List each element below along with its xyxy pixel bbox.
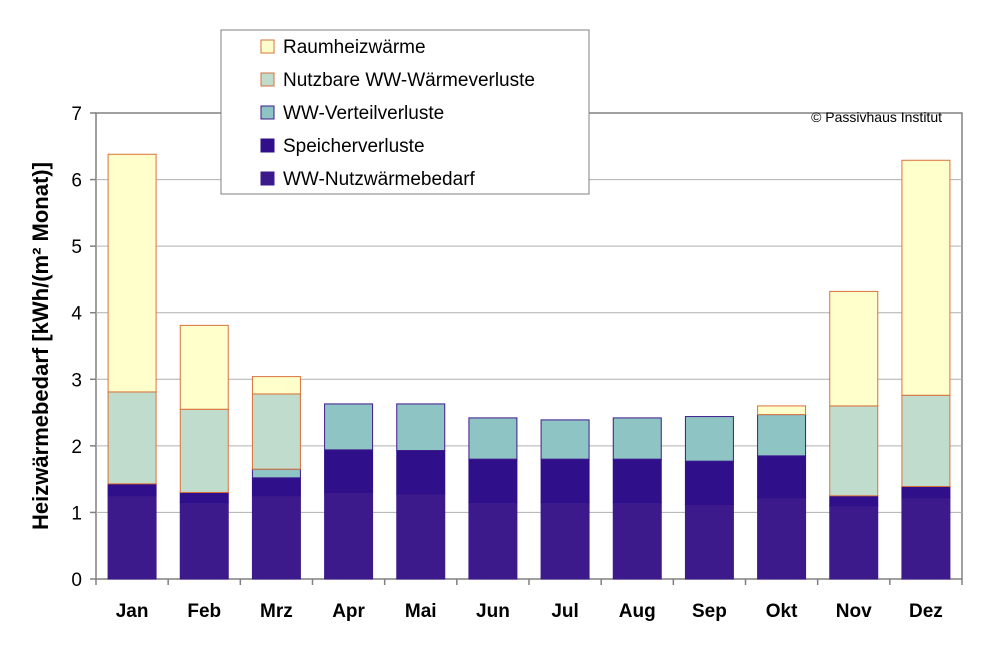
- bar-segment: [901, 497, 951, 580]
- bar-segment: [251, 376, 301, 395]
- bar-segment: [251, 393, 301, 470]
- bar-segment: [757, 497, 807, 580]
- x-category-label: Nov: [836, 601, 872, 622]
- x-axis-labels: Jan Feb Mrz Apr Mai Jun Jul Aug Sep Okt Nov Dez: [95, 579, 963, 622]
- bar-segment: [829, 405, 879, 497]
- bar-segment: [829, 495, 879, 507]
- bar-segment: [396, 403, 446, 452]
- bar-stack-dez: [901, 159, 951, 580]
- x-category-label: Mrz: [260, 601, 293, 622]
- bar-segment: [901, 485, 951, 499]
- bar-segment: [324, 403, 374, 451]
- x-category-label: Sep: [692, 601, 727, 622]
- bar-segment: [540, 419, 590, 460]
- y-tick-label: 3: [71, 370, 82, 391]
- bar-segment: [107, 153, 157, 393]
- x-category-label: Aug: [619, 601, 656, 622]
- bar-segment: [179, 501, 229, 580]
- bar-segment: [324, 449, 374, 493]
- x-category-label: Feb: [187, 601, 221, 622]
- bar-stack-mrz: [251, 376, 301, 580]
- bars: [107, 153, 951, 580]
- bar-segment: [684, 503, 734, 580]
- bar-segment: [251, 468, 301, 479]
- y-tick-label: 1: [71, 503, 82, 524]
- legend-swatch: [260, 105, 275, 120]
- bar-segment: [684, 416, 734, 462]
- legend: Raumheizwärme Nutzbare WW-Wärmeverluste WW…: [220, 29, 590, 195]
- bar-segment: [684, 460, 734, 505]
- bar-segment: [468, 458, 518, 503]
- y-tick-label: 2: [71, 437, 82, 458]
- bar-segment: [757, 414, 807, 457]
- bar-segment: [324, 491, 374, 580]
- bar-segment: [251, 477, 301, 497]
- legend-label: WW-Verteilverluste: [283, 103, 444, 124]
- bar-stack-feb: [179, 324, 229, 580]
- bar-segment: [612, 417, 662, 460]
- bar-segment: [179, 491, 229, 503]
- bar-stack-mai: [396, 403, 446, 580]
- legend-swatch: [260, 138, 275, 153]
- bar-segment: [179, 324, 229, 410]
- bar-segment: [901, 159, 951, 396]
- legend-label: Nutzbare WW-Wärmeverluste: [283, 70, 535, 91]
- x-category-label: Okt: [766, 601, 798, 622]
- y-tick-label: 5: [71, 237, 82, 258]
- bar-segment: [107, 495, 157, 580]
- bar-segment: [540, 501, 590, 580]
- bar-stack-jul: [540, 419, 590, 580]
- y-tick-label: 6: [71, 171, 82, 192]
- legend-label: WW-Nutzwärmebedarf: [283, 169, 476, 190]
- bar-stack-jan: [107, 153, 157, 580]
- x-category-label: Mai: [405, 601, 437, 622]
- bar-stack-apr: [324, 403, 374, 580]
- bar-segment: [757, 455, 807, 499]
- copyright-note: © Passivhaus Institut: [811, 109, 942, 125]
- legend-swatch: [260, 39, 275, 54]
- bar-stack-aug: [612, 417, 662, 580]
- bar-segment: [829, 505, 879, 580]
- legend-swatch: [260, 72, 275, 87]
- bar-stack-sep: [684, 416, 734, 580]
- legend-swatch: [260, 171, 275, 186]
- legend-label: Speicherverluste: [283, 136, 425, 157]
- bar-segment: [612, 458, 662, 503]
- bar-segment: [179, 408, 229, 493]
- legend-label: Raumheizwärme: [283, 37, 426, 58]
- bar-segment: [468, 501, 518, 580]
- bar-stack-jun: [468, 417, 518, 580]
- bar-segment: [901, 394, 951, 487]
- bar-segment: [612, 501, 662, 580]
- x-category-label: Apr: [332, 601, 365, 622]
- y-tick-label: 0: [71, 570, 82, 591]
- x-category-label: Jul: [551, 601, 578, 622]
- bar-stack-okt: [757, 405, 807, 580]
- bar-segment: [251, 495, 301, 580]
- bar-segment: [107, 391, 157, 485]
- bar-segment: [396, 450, 446, 495]
- bar-segment: [540, 458, 590, 503]
- bar-segment: [829, 290, 879, 407]
- y-tick-label: 4: [71, 304, 82, 325]
- x-category-label: Dez: [909, 601, 943, 622]
- x-category-label: Jan: [116, 601, 149, 622]
- y-tick-label: 7: [71, 104, 82, 125]
- bar-segment: [107, 483, 157, 497]
- y-axis-ticks: 0 1 2 3 4 5 6 7: [71, 104, 96, 591]
- x-category-label: Jun: [476, 601, 510, 622]
- bar-stack-nov: [829, 290, 879, 580]
- bar-segment: [757, 405, 807, 416]
- y-axis-title: Heizwärmebedarf [kWh/(m² Monat)]: [28, 162, 53, 530]
- bar-segment: [396, 493, 446, 580]
- bar-segment: [468, 417, 518, 460]
- legend-box: [220, 29, 590, 195]
